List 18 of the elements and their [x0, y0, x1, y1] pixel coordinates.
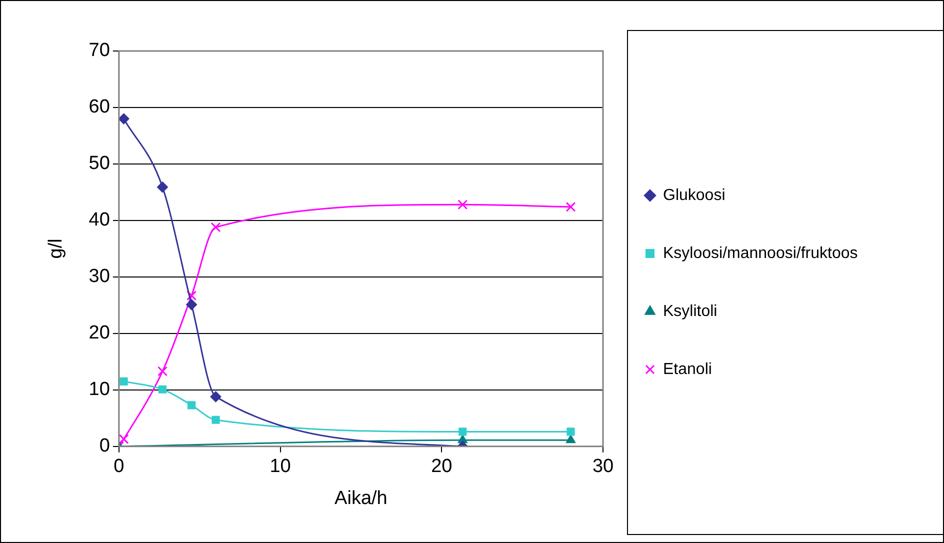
y-tick-label: 0: [99, 436, 110, 457]
legend-label: Glukoosi: [663, 186, 726, 204]
y-tick-label: 30: [88, 266, 110, 288]
y-tick-label: 50: [88, 153, 110, 174]
legend-label: Etanoli: [663, 360, 712, 378]
y-tick-label: 20: [88, 322, 110, 344]
y-tick-label: 60: [88, 96, 110, 118]
legend-label: Ksylitoli: [663, 302, 718, 320]
y-axis-title: g/l: [46, 238, 67, 259]
y-tick-label: 40: [88, 210, 110, 231]
x-tick-label: 20: [431, 456, 452, 478]
legend-label: Ksyloosi/mannoosi/fruktoos: [663, 244, 858, 262]
x-tick-label: 0: [114, 456, 124, 478]
x-tick-label: 10: [270, 456, 291, 478]
x-axis-title: Aika/h: [334, 488, 388, 509]
y-tick-label: 70: [88, 40, 110, 62]
y-tick-label: 10: [88, 379, 110, 400]
x-tick-label: 30: [592, 456, 614, 478]
